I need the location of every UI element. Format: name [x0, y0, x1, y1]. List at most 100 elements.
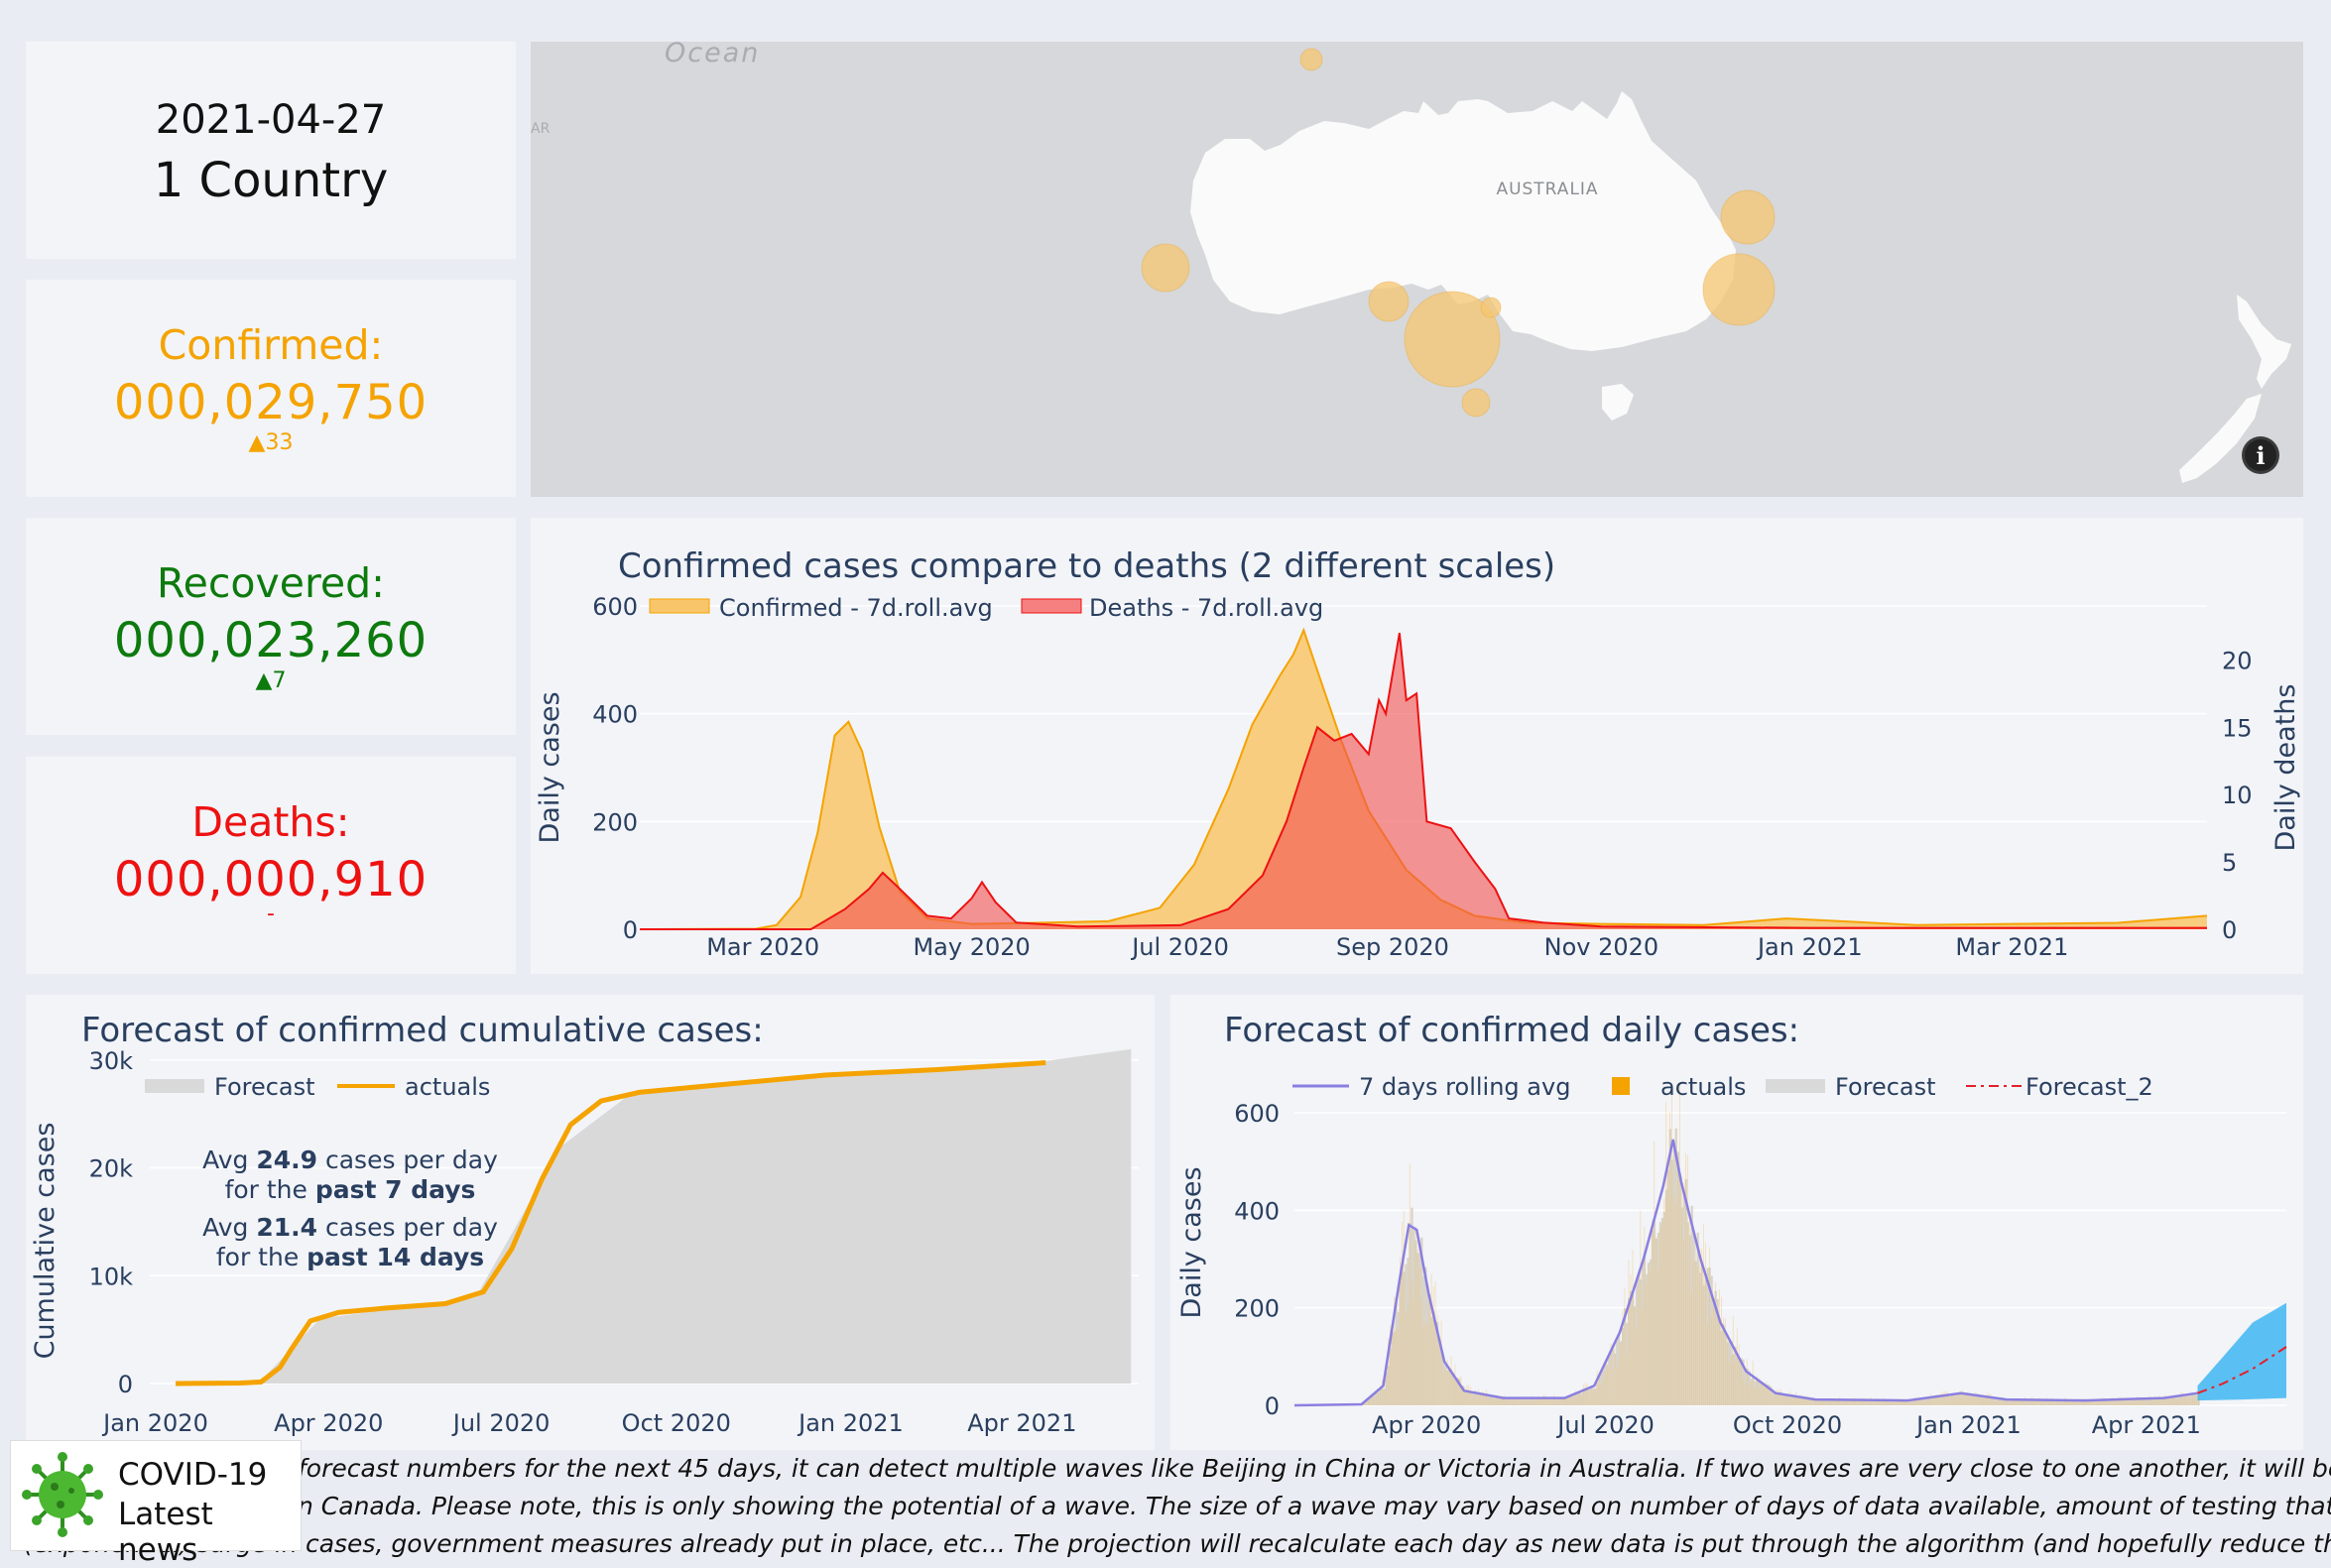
chart3-actual-bar: [1703, 1224, 1704, 1405]
chart2-ylabel: Cumulative cases: [30, 1123, 61, 1360]
chart3-actual-bar: [1920, 1401, 1921, 1406]
chart3-actual-bar: [1591, 1389, 1592, 1405]
cumulative-forecast-svg[interactable]: Forecast of confirmed cumulative cases:0…: [26, 995, 1155, 1450]
chart3-actual-bar: [1445, 1369, 1446, 1405]
chart3-actual-bar: [2042, 1400, 2043, 1405]
chart3-actual-bar: [2058, 1401, 2059, 1405]
chart3-actual-bar: [1364, 1403, 1365, 1405]
chart3-actual-bar: [1843, 1401, 1844, 1405]
covid-news-badge[interactable]: COVID-19 Latest news: [10, 1440, 302, 1551]
daily-forecast-svg[interactable]: Forecast of confirmed daily cases:020040…: [1170, 995, 2303, 1450]
chart3-actual-bar: [1378, 1392, 1379, 1406]
chart3-actual-bar: [1435, 1281, 1436, 1405]
country-count: 1 Country: [26, 153, 516, 208]
chart3-actual-bar: [2188, 1398, 2189, 1405]
chart3-actual-bar: [1705, 1243, 1706, 1405]
chart1-ytick: 0: [623, 916, 638, 944]
chart3-actual-bar: [1396, 1328, 1397, 1405]
chart1-title: Confirmed cases compare to deaths (2 dif…: [618, 546, 1555, 586]
chart2-xtick: Jan 2021: [797, 1409, 904, 1437]
chart3-actual-bar: [1585, 1384, 1586, 1405]
chart3-actual-bar: [1912, 1402, 1913, 1405]
chart3-actual-bar: [1406, 1313, 1407, 1405]
chart2-annotation: Avg 24.9 cases per day: [202, 1146, 498, 1174]
chart1-ytick: 600: [592, 593, 638, 621]
chart3-actual-bar: [1679, 1083, 1680, 1405]
map-canvas[interactable]: Ocean AR AUSTRALIA i: [531, 42, 2303, 497]
chart3-actual-bar: [1916, 1399, 1917, 1405]
chart3-ytick: 400: [1234, 1197, 1280, 1225]
recovered-delta: ▲7: [26, 668, 516, 693]
deaths-delta: -: [26, 902, 516, 926]
chart3-actual-bar: [1469, 1385, 1470, 1405]
badge-subtitle: Latest news: [118, 1497, 301, 1568]
chart3-actual-bar: [1759, 1388, 1760, 1405]
chart3-actual-bar: [1978, 1396, 1979, 1405]
chart3-actual-bar: [1849, 1401, 1850, 1405]
chart3-actual-bar: [2132, 1401, 2133, 1405]
confirmed-delta: ▲33: [26, 430, 516, 455]
chart2-title: Forecast of confirmed cumulative cases:: [81, 1011, 764, 1050]
confirmed-label: Confirmed:: [26, 321, 516, 369]
chart3-actual-bar: [1895, 1402, 1896, 1405]
chart3-actual-bar: [1384, 1388, 1385, 1406]
chart3-actual-bar: [1633, 1250, 1634, 1405]
chart2-annotation-text: for the: [225, 1175, 315, 1204]
chart3-actual-bar: [1607, 1359, 1608, 1405]
chart3-actual-bar: [1619, 1361, 1620, 1405]
chart3-actual-bar: [1999, 1399, 2000, 1405]
chart3-legend-forecast2: Forecast_2: [2025, 1073, 2153, 1101]
chart3-actual-bar: [1410, 1163, 1411, 1405]
chart3-actual-bar: [1665, 1102, 1666, 1405]
chart3-actual-bar: [1647, 1285, 1648, 1405]
chart3-actual-bar: [1520, 1401, 1521, 1405]
chart3-actual-bar: [1924, 1401, 1925, 1405]
chart3-actual-bar: [2120, 1396, 2121, 1405]
info-icon[interactable]: i: [2242, 436, 2279, 474]
chart3-actual-bar: [2003, 1400, 2004, 1406]
chart3-actual-bar: [1821, 1401, 1822, 1405]
chart3-actual-bar: [1652, 1220, 1653, 1405]
chart3-actual-bar: [1831, 1401, 1832, 1405]
chart2-xtick: Apr 2021: [967, 1409, 1076, 1437]
chart1-y2tick: 15: [2222, 714, 2253, 742]
chart3-actual-bar: [1663, 1199, 1664, 1405]
chart3-actual-bar: [1981, 1398, 1982, 1406]
chart3-actual-bar: [1593, 1390, 1594, 1405]
chart3-actual-bar: [1993, 1399, 1994, 1405]
chart3-actual-bar: [1875, 1401, 1876, 1405]
chart3-actual-bar: [1641, 1211, 1642, 1405]
chart3-actual-bar: [1763, 1383, 1764, 1405]
chart3-actual-bar: [1461, 1376, 1462, 1405]
chart1-xtick: Mar 2020: [706, 933, 819, 961]
chart1-y2tick: 0: [2222, 916, 2237, 944]
chart1-xtick: Nov 2020: [1544, 933, 1659, 961]
chart3-actual-bar: [1737, 1329, 1738, 1405]
chart3-actual-bar: [1479, 1389, 1480, 1405]
chart3-actual-bar: [2130, 1401, 2131, 1405]
chart3-actual-bar: [1983, 1398, 1984, 1405]
footer-disclaimer: forecast numbers for the next 45 days, i…: [0, 1450, 2331, 1563]
chart3-actual-bar: [1516, 1399, 1517, 1405]
chart3-actual-bar: [1473, 1397, 1474, 1405]
chart3-legend-actuals: actuals: [1660, 1073, 1746, 1101]
cases-deaths-chart[interactable]: Confirmed cases compare to deaths (2 dif…: [531, 518, 2303, 974]
bubble-adelaide: [1369, 282, 1409, 321]
chart3-actual-bar: [1873, 1402, 1874, 1405]
chart3-actual-bar: [1408, 1309, 1409, 1405]
chart3-actual-bar: [1635, 1307, 1636, 1405]
chart3-actual-bar: [1429, 1299, 1430, 1405]
chart3-actual-bar: [1530, 1401, 1531, 1405]
chart3-actual-bar: [1637, 1331, 1638, 1405]
map-panel[interactable]: Ocean AR AUSTRALIA i: [531, 42, 2303, 497]
chart3-actual-bar: [1707, 1325, 1708, 1405]
chart3-actual-bar: [1433, 1286, 1434, 1405]
cumulative-forecast-chart[interactable]: Forecast of confirmed cumulative cases:0…: [26, 995, 1155, 1450]
chart3-actual-bar: [1745, 1385, 1746, 1406]
chart3-actual-bar: [2021, 1401, 2022, 1405]
cases-deaths-svg[interactable]: Confirmed cases compare to deaths (2 dif…: [531, 518, 2303, 974]
bubble-sydney: [1703, 254, 1775, 325]
chart3-actual-bar: [1621, 1344, 1622, 1405]
chart3-actual-bar: [2134, 1400, 2135, 1405]
